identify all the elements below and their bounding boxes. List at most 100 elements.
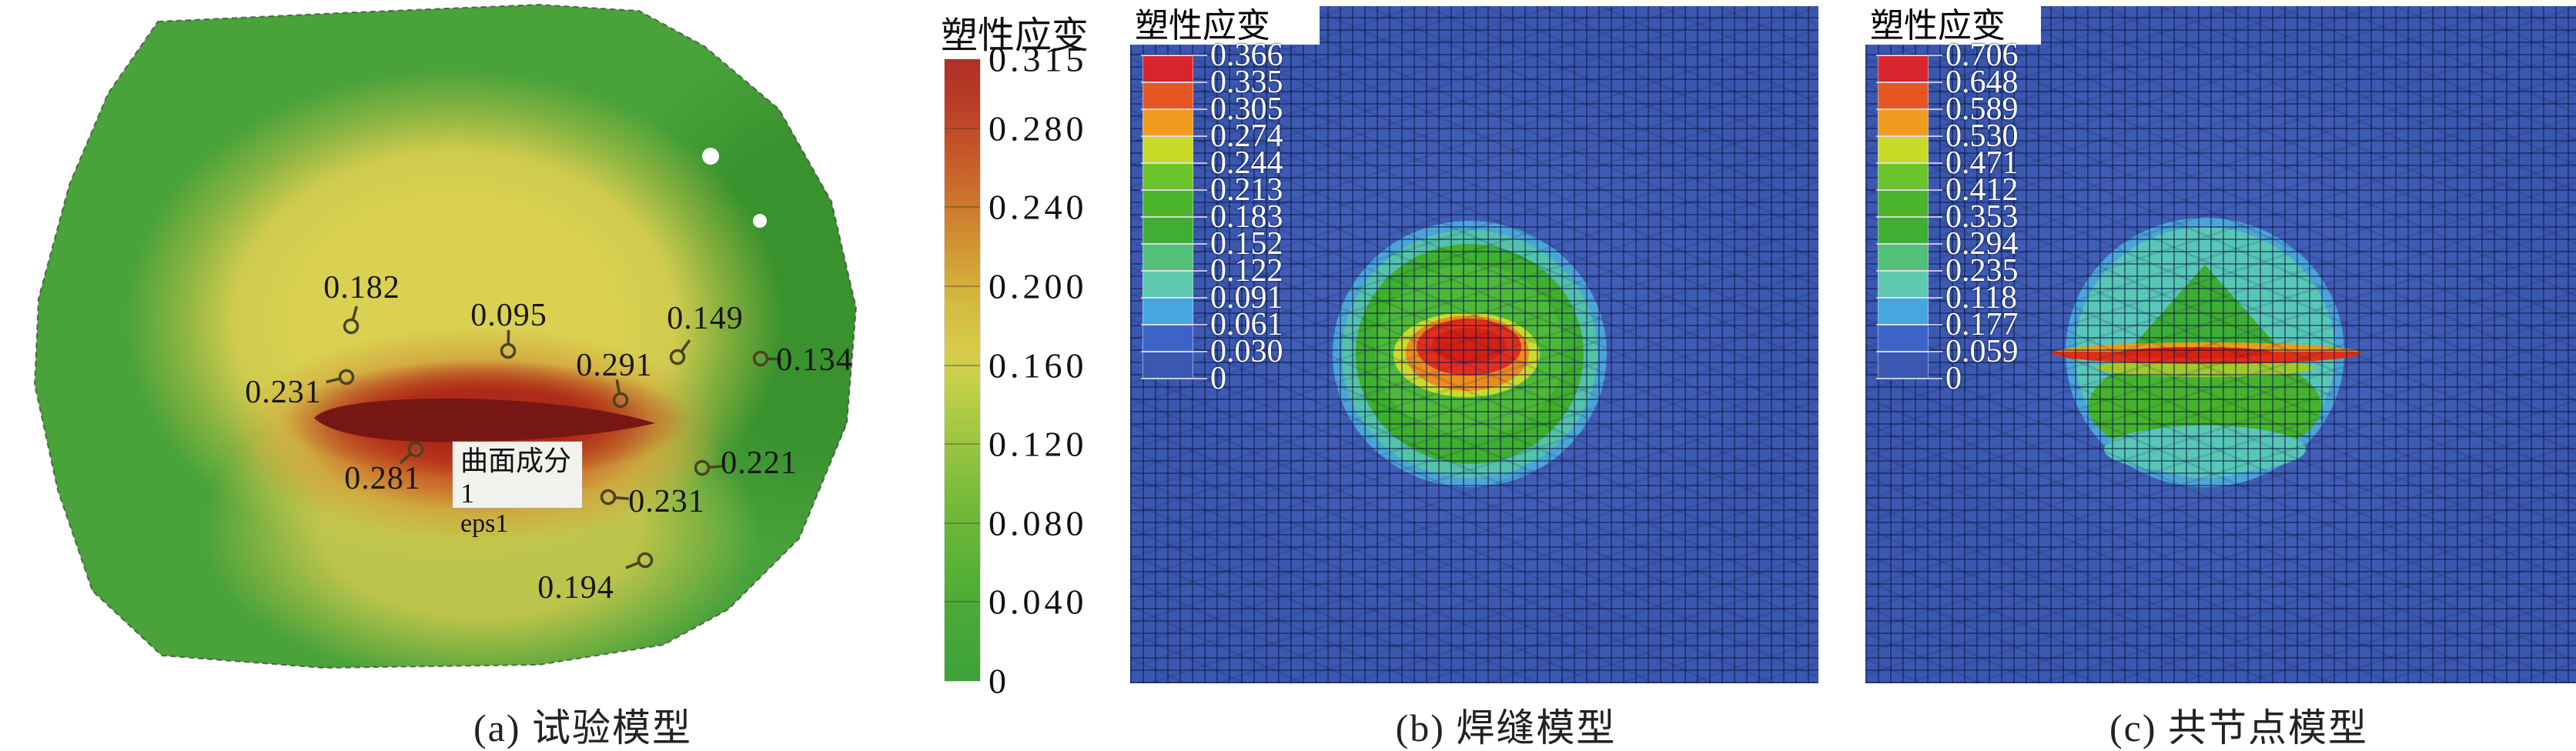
legend-tick-line [1141,270,1207,272]
legend-value-label: 0.177 [1945,307,2019,342]
legend-value-label: 0.118 [1945,280,2017,315]
legend-color-swatch [1878,244,1929,271]
legend-color-swatch [1878,325,1929,352]
legend-color-swatch [1878,271,1929,298]
colorbar-tick-line [945,206,980,209]
colorbar-tick-line [945,522,980,524]
legend-value-label: 0.648 [1945,65,2019,100]
measurement-pin-icon [694,459,724,476]
colorbar-tick-label: 0.240 [989,187,1088,227]
legend-color-swatch [1878,163,1929,190]
legend-value-label: 0 [1945,361,1962,396]
legend-tick-line [1876,135,1942,137]
strain-value-label: 0.281 [344,461,421,496]
colorbar-a-gradient-bar [945,59,980,681]
legend-color-swatch [1142,325,1193,352]
legend-tick-line [1876,189,1942,191]
measurement-pin-icon [669,339,691,365]
legend-color-swatch [1142,244,1193,271]
legend-value-label: 0.061 [1210,307,1283,342]
legend-color-swatch [1878,55,1929,82]
legend-tick-line [1141,351,1207,352]
colorbar-tick-label: 0.160 [989,345,1088,386]
colorbar-tick-label: 0.200 [989,266,1088,306]
legend-color-swatch [1878,190,1929,217]
legend-tick-line [1141,135,1207,137]
legend-tick-line [1141,297,1207,299]
legend-value-label: 0.589 [1945,92,2019,127]
colorbar-a: 塑性应变 0.315 0.280 0.240 0.200 0.160 0.120 0.080… [892,0,1122,702]
panel-c-fea-shared-node-model: 塑性应变 0.706 0.648 0.589 0.530 0.471 0.412 0.353… [1865,6,2576,683]
legend-tick-line [1141,162,1207,164]
legend-color-swatch [1142,271,1193,298]
strain-value-label: 0.095 [470,298,547,333]
legend-color-swatch [1142,82,1193,109]
speckle-hole-icon [702,148,719,165]
legend-value-label: 0.706 [1945,38,2019,73]
measurement-pin-icon [326,369,355,386]
caption-panel-c: (c) 共节点模型 [2109,706,2368,749]
strain-value-label: 0.221 [721,446,798,481]
legend-color-swatch [1878,136,1929,163]
legend-tick-line [1141,216,1207,218]
panel-a-dic-map: 曲面成分1 eps1 0.182 0.095 0.149 0.291 0.134 0.23… [0,0,874,696]
colorbar-tick-line [945,127,980,129]
colorbar-tick-line [945,364,980,366]
legend-tick-line [1141,108,1207,110]
legend-tick-line [1876,216,1942,218]
colorbar-tick-label: 0.120 [989,424,1088,464]
legend-color-swatch [1142,352,1193,379]
legend-tick-line [1141,189,1207,191]
legend-value-label: 0.412 [1945,172,2019,208]
legend-value-label: 0 [1210,361,1226,396]
legend-value-label: 0.091 [1210,280,1283,315]
legend-value-label: 0.122 [1210,253,1283,289]
legend-value-label: 0.183 [1210,199,1283,235]
legend-tick-line [1876,270,1942,272]
legend-value-label: 0.235 [1945,253,2019,289]
legend-b-title: 塑性应变 [1130,6,1320,45]
legend-color-swatch [1878,217,1929,244]
strain-value-label: 0.194 [537,570,614,606]
measurement-pin-icon [752,350,782,367]
strain-value-label: 0.149 [667,301,744,336]
colorbar-tick-line [945,285,980,287]
legend-color-swatch [1142,163,1193,190]
legend-value-label: 0.530 [1945,118,2019,154]
legend-color-swatch [1878,352,1929,379]
caption-panel-a: (a) 试验模型 [473,706,692,749]
legend-tick-line [1876,82,1942,83]
strain-value-label: 0.134 [776,342,853,378]
legend-value-label: 0.152 [1210,226,1283,262]
strain-value-label: 0.291 [576,348,653,383]
dic-annotation-layer [33,3,858,669]
panel-b-fea-weld-model: 塑性应变 0.366 0.335 0.305 0.274 0.244 0.213 0.183… [1130,6,1818,683]
surface-label-line2: eps1 [460,509,509,538]
colorbar-tick-label: 0.080 [989,503,1088,543]
legend-color-swatch [1878,298,1929,325]
colorbar-tick-label: 0.040 [989,582,1088,622]
legend-color-swatch [1142,136,1193,163]
surface-label-line1: 曲面成分1 [460,446,572,509]
legend-tick-line [1876,324,1942,325]
measurement-pin-icon [399,441,424,465]
surface-component-label: 曲面成分1 eps1 [453,442,582,538]
legend-color-swatch [1142,109,1193,136]
legend-tick-line [1141,378,1207,379]
legend-value-label: 0.335 [1210,65,1283,100]
measurement-pin-icon [612,379,629,409]
legend-color-swatch [1142,217,1193,244]
measurement-pin-icon [343,305,360,335]
legend-color-swatch [1878,82,1929,109]
legend-value-label: 0.471 [1945,145,2019,181]
dark-strain-band [314,398,655,442]
fea-mesh-overlay [1865,6,2576,683]
legend-value-label: 0.244 [1210,145,1283,181]
colorbar-tick-label: 0.315 [989,39,1088,79]
legend-color-swatch [1878,109,1929,136]
legend-tick-line [1141,324,1207,325]
legend-value-label: 0.030 [1210,334,1283,369]
colorbar-tick-label: 0.280 [989,108,1088,149]
legend-tick-line [1876,243,1942,245]
